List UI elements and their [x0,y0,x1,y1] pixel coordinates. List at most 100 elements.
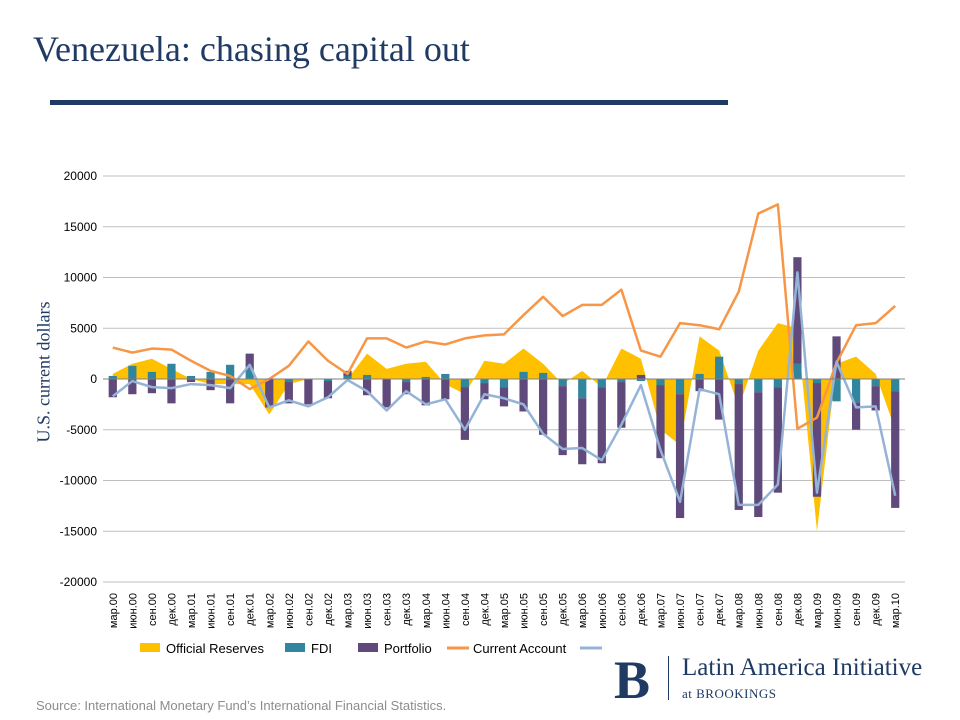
portfolio-bar [754,392,763,518]
fdi-bar [773,379,782,388]
x-tick-label: мар.05 [499,593,511,628]
fdi-bar [147,371,157,379]
portfolio-bar [441,379,450,400]
logo-name: Latin America Initiative [682,654,923,681]
x-tick-label: мар.02 [264,593,276,628]
x-tick-label: дек.02 [323,593,335,626]
portfolio-bar [421,379,430,406]
x-tick-label: мар.04 [421,593,433,628]
fdi-bar [695,373,704,379]
portfolio-bar [362,379,372,396]
x-tick-label: дек.01 [245,593,257,626]
legend-label: FDI [311,641,332,656]
fdi-bar [851,379,861,403]
fdi-bar [499,379,509,388]
fdi-bar [636,379,646,382]
x-tick-label: мар.06 [577,593,589,628]
fdi-bar [128,365,137,379]
y-tick-label: 20000 [64,169,98,183]
fdi-bar [108,375,117,379]
portfolio-bar [167,379,176,404]
x-tick-label: сен.06 [616,593,628,626]
fdi-bar [343,375,352,379]
fdi-bar [245,368,254,379]
title-underline [50,100,728,105]
portfolio-bar [773,387,782,493]
portfolio-bar [460,387,469,440]
portfolio-bar [128,379,137,395]
y-tick-label: -20000 [60,575,98,589]
x-tick-label: сен.09 [851,593,863,626]
x-tick-label: сен.03 [382,593,394,626]
x-tick-label: дек.08 [792,593,804,626]
y-tick-label: -5000 [66,423,97,437]
y-tick-label: 15000 [64,220,98,234]
x-tick-label: сен.07 [695,593,707,626]
portfolio-bar [245,353,254,369]
portfolio-bar [675,394,685,519]
legend-swatch [140,643,160,652]
brookings-b-icon: B [614,652,650,704]
legend-swatch [358,643,378,652]
x-tick-label: июн.09 [832,593,844,629]
fdi-bar [167,363,176,379]
fdi-bar [402,379,411,383]
x-tick-label: дек.00 [166,593,178,626]
fdi-bar [284,379,293,383]
x-tick-label: июн.06 [597,593,609,629]
x-tick-label: сен.00 [147,593,159,626]
fdi-bar [323,379,333,382]
portfolio-bar [793,257,802,364]
portfolio-bar [226,379,235,404]
fdi-bar [891,379,900,392]
x-tick-label: июн.01 [206,593,218,629]
x-tick-label: июн.00 [127,593,139,629]
fdi-bar [460,379,469,388]
portfolio-bar [617,382,626,428]
fdi-bar [186,375,196,379]
portfolio-bar [108,379,117,398]
portfolio-bar [323,381,333,399]
fdi-bar [578,379,587,399]
x-tick-label: мар.03 [343,593,355,628]
x-tick-label: июн.07 [675,593,687,629]
x-tick-label: дек.09 [871,593,883,626]
portfolio-bar [695,379,704,392]
portfolio-bar [891,391,900,508]
y-tick-label: 5000 [70,321,97,335]
legend-swatch [285,643,305,652]
x-tick-label: мар.08 [734,593,746,628]
legend-label: Current Account [473,641,567,656]
x-tick-label: мар.00 [108,593,120,628]
x-tick-label: июн.02 [284,593,296,629]
portfolio-bar [871,386,880,411]
portfolio-bar [402,382,411,395]
x-tick-label: дек.03 [401,593,413,626]
capital-account-line [112,271,897,507]
fdi-bar [656,379,665,386]
logo-subtitle: at BROOKINGS [682,686,777,701]
portfolio-bar [539,379,548,435]
x-tick-label: мар.09 [812,593,824,628]
y-tick-label: -15000 [60,524,98,538]
fdi-bar [421,376,430,379]
fdi-bar [812,379,822,384]
x-tick-label: мар.01 [186,593,198,628]
legend-label: Portfolio [384,641,432,656]
portfolio-bar [499,387,509,407]
legend-label: Official Reserves [166,641,265,656]
portfolio-bar [832,336,841,379]
fdi-bar [519,371,528,379]
portfolio-bar [812,383,822,497]
source-note: Source: International Monetary Fund’s In… [36,698,447,713]
x-tick-label: сен.02 [303,593,315,626]
portfolio-bar [734,384,743,510]
fdi-bar [715,356,724,379]
fdi-bar [480,379,489,384]
y-tick-label: 0 [90,372,97,386]
x-tick-label: сен.05 [538,593,550,626]
y-tick-label: 10000 [64,271,98,285]
x-tick-label: дек.04 [479,593,491,626]
portfolio-bar [480,383,489,400]
logo-divider [668,656,669,700]
